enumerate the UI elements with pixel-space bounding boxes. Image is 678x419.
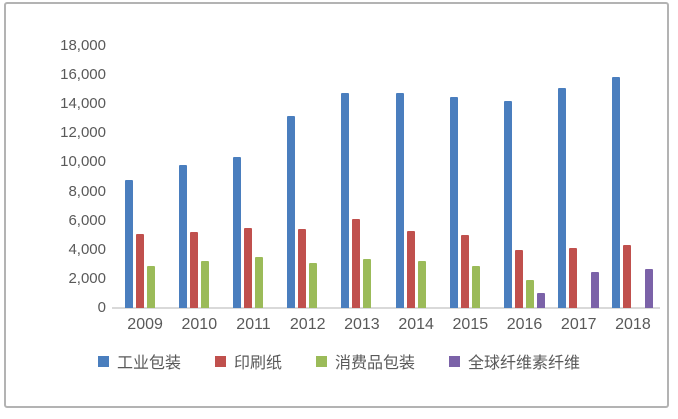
bar-printing-paper-2015 [460, 235, 469, 308]
bar-industrial-packaging-2014 [395, 92, 404, 308]
chart-frame-border [4, 2, 669, 408]
bar-printing-paper-2010 [189, 232, 198, 308]
legend-label: 消费品包装 [335, 355, 416, 372]
legend-label: 全球纤维素纤维 [468, 355, 581, 372]
bar-group-2017 [552, 46, 606, 308]
x-axis-label-2018: 2018 [615, 316, 651, 333]
bar-printing-paper-2018 [623, 245, 632, 308]
x-axis-label-2010: 2010 [181, 316, 218, 333]
bar-printing-paper-2011 [244, 227, 252, 308]
x-axis-label-2013: 2013 [344, 316, 380, 333]
bar-consumer-goods-packaging-2016 [526, 280, 535, 308]
bar-group-2018 [606, 46, 660, 308]
legend-label: 印刷纸 [233, 355, 282, 372]
x-axis: 2009 2010 2011 2012 2013 2014 2015 2016 2017 2018 [118, 316, 660, 334]
x-axis-label-2016: 2016 [506, 316, 543, 333]
bar-printing-paper-2014 [406, 230, 415, 308]
y-axis-tick-label: 0 [97, 299, 106, 316]
bar-printing-paper-2009 [135, 233, 144, 308]
y-axis-tick-label: 16,000 [60, 66, 106, 84]
y-axis-tick-label: 6,000 [68, 211, 106, 229]
x-axis-label-2015: 2015 [452, 316, 489, 333]
legend-label: 工业包装 [116, 355, 181, 372]
bar-consumer-goods-packaging-2013 [363, 258, 372, 308]
bar-consumer-goods-packaging-2010 [200, 261, 209, 308]
y-axis-tick-label: 14,000 [60, 95, 106, 113]
bar-group-2013 [335, 46, 389, 308]
legend-item-global-cellulose-fiber: 全球纤维素纤维 [449, 349, 580, 373]
x-axis-line [112, 307, 660, 309]
bar-printing-paper-2016 [515, 249, 524, 308]
x-axis-label-2011: 2011 [236, 316, 271, 333]
bar-group-2009 [118, 46, 172, 308]
x-axis-label-2009: 2009 [127, 316, 163, 333]
bar-consumer-goods-packaging-2012 [309, 262, 318, 308]
bar-industrial-packaging-2012 [287, 115, 296, 308]
legend-marker-icon [449, 355, 461, 367]
legend-item-industrial-packaging: 工业包装 [97, 349, 181, 373]
legend: 工业包装 印刷纸 消费品包装 全球纤维素纤维 [0, 349, 678, 373]
bar-global-cellulose-fiber-2018 [645, 268, 654, 308]
legend-item-printing-paper: 印刷纸 [214, 349, 282, 373]
bar-global-cellulose-fiber-2016 [537, 293, 546, 308]
bar-group-2010 [172, 46, 226, 308]
bar-printing-paper-2013 [352, 219, 361, 308]
bar-consumer-goods-packaging-2011 [255, 257, 263, 308]
bar-group-2012 [281, 46, 335, 308]
x-axis-label-2014: 2014 [398, 316, 434, 333]
bar-group-2011 [226, 46, 280, 308]
legend-marker-icon [316, 355, 327, 367]
bar-consumer-goods-packaging-2015 [471, 265, 480, 308]
bar-group-2016 [497, 46, 551, 308]
bar-industrial-packaging-2009 [124, 179, 133, 308]
bar-industrial-packaging-2017 [558, 88, 567, 308]
bar-group-2014 [389, 46, 443, 308]
legend-marker-icon [214, 355, 226, 367]
bar-printing-paper-2017 [569, 248, 578, 308]
bar-industrial-packaging-2015 [449, 96, 458, 308]
bar-industrial-packaging-2018 [612, 76, 621, 308]
bar-consumer-goods-packaging-2009 [146, 265, 155, 308]
plot-area [118, 46, 660, 308]
y-axis: 18,000 16,000 14,000 12,000 10,000 8,000 6,000… [40, 37, 106, 316]
bar-global-cellulose-fiber-2017 [591, 271, 600, 308]
bar-industrial-packaging-2011 [233, 156, 241, 308]
bar-consumer-goods-packaging-2014 [417, 261, 426, 308]
legend-marker-icon [97, 355, 109, 367]
bar-industrial-packaging-2010 [178, 165, 187, 308]
x-axis-label-2012: 2012 [289, 316, 326, 333]
y-axis-tick-label: 18,000 [60, 37, 106, 54]
x-axis-label-2017: 2017 [560, 316, 597, 333]
y-axis-tick-label: 12,000 [60, 124, 106, 142]
bar-industrial-packaging-2013 [341, 92, 350, 308]
bar-printing-paper-2012 [298, 229, 307, 308]
legend-item-consumer-goods-packaging: 消费品包装 [316, 349, 415, 373]
bar-group-2015 [443, 46, 497, 308]
y-axis-tick-label: 4,000 [68, 240, 106, 258]
y-axis-tick-label: 10,000 [60, 153, 106, 171]
bar-industrial-packaging-2016 [504, 101, 513, 308]
y-axis-tick-label: 8,000 [68, 182, 106, 200]
y-axis-tick-label: 2,000 [68, 269, 106, 287]
